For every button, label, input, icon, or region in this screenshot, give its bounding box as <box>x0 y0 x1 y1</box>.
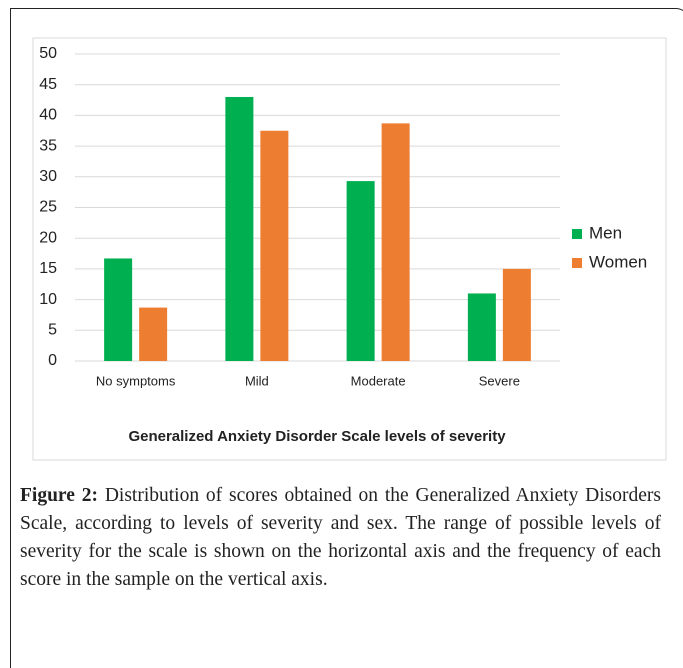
bar <box>502 268 531 361</box>
bar <box>225 96 254 361</box>
y-tick-label: 50 <box>39 45 57 62</box>
y-tick-label: 35 <box>39 137 57 154</box>
chart: Generalized Anxiety Disorder Scale level… <box>32 37 667 461</box>
bar <box>346 181 375 361</box>
y-tick-label: 30 <box>39 168 57 185</box>
x-tick-label: No symptoms <box>96 373 176 388</box>
bar <box>381 123 410 361</box>
legend-swatch <box>572 258 582 268</box>
y-tick-label: 10 <box>39 291 57 308</box>
bar <box>139 307 168 361</box>
y-tick-label: 20 <box>39 229 57 246</box>
legend-label: Men <box>589 223 622 242</box>
y-tick-label: 40 <box>39 107 57 124</box>
y-tick-label: 0 <box>48 352 57 369</box>
figure-frame <box>10 8 683 668</box>
x-tick-label: Severe <box>479 373 520 388</box>
legend-label: Women <box>589 252 647 271</box>
caption-label: Figure 2: <box>20 485 98 506</box>
bar <box>104 258 133 361</box>
x-tick-label: Moderate <box>351 373 406 388</box>
bar <box>260 130 289 361</box>
bar <box>467 293 496 361</box>
y-tick-label: 45 <box>39 76 57 93</box>
x-axis-label: Generalized Anxiety Disorder Scale level… <box>128 428 506 445</box>
y-tick-label: 5 <box>48 322 57 339</box>
x-tick-label: Mild <box>245 373 269 388</box>
legend-swatch <box>572 229 582 239</box>
caption-text: Distribution of scores obtained on the G… <box>20 485 661 590</box>
caption: Figure 2: Distribution of scores obtaine… <box>20 482 661 594</box>
y-tick-label: 15 <box>39 260 57 277</box>
y-tick-label: 25 <box>39 199 57 216</box>
